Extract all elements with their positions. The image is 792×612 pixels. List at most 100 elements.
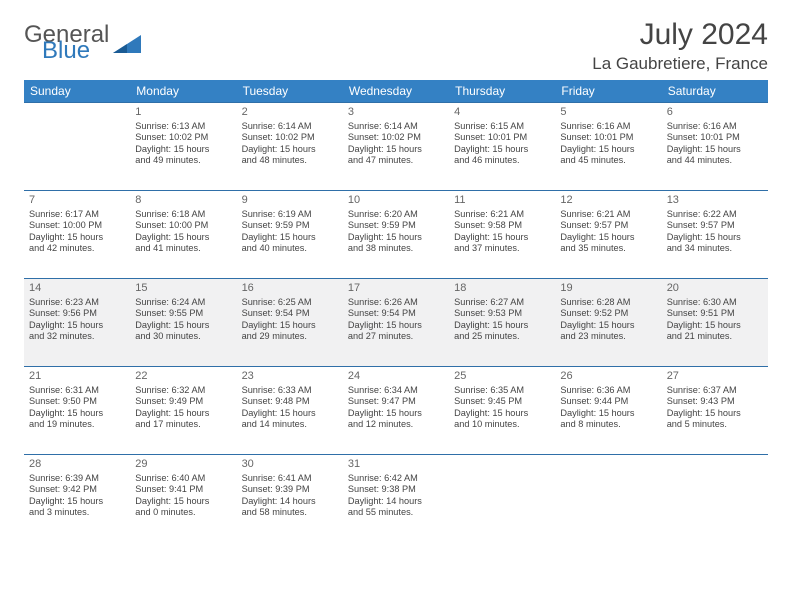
- daylight-text: Daylight: 15 hours: [454, 320, 550, 332]
- daylight-text: and 8 minutes.: [560, 419, 656, 431]
- daylight-text: and 45 minutes.: [560, 155, 656, 167]
- day-number: 13: [667, 194, 763, 208]
- calendar-page: General Blue July 2024 La Gaubretiere, F…: [0, 0, 792, 560]
- day-cell: 23Sunrise: 6:33 AMSunset: 9:48 PMDayligh…: [237, 367, 343, 455]
- day-cell: 21Sunrise: 6:31 AMSunset: 9:50 PMDayligh…: [24, 367, 130, 455]
- sunrise-text: Sunrise: 6:18 AM: [135, 209, 231, 221]
- day-cell: 15Sunrise: 6:24 AMSunset: 9:55 PMDayligh…: [130, 279, 236, 367]
- day-cell: 8Sunrise: 6:18 AMSunset: 10:00 PMDayligh…: [130, 191, 236, 279]
- week-row: 1Sunrise: 6:13 AMSunset: 10:02 PMDayligh…: [24, 103, 768, 191]
- sunset-text: Sunset: 9:47 PM: [348, 396, 444, 408]
- daylight-text: and 44 minutes.: [667, 155, 763, 167]
- day-cell: 5Sunrise: 6:16 AMSunset: 10:01 PMDayligh…: [555, 103, 661, 191]
- day-number: 27: [667, 370, 763, 384]
- daylight-text: and 46 minutes.: [454, 155, 550, 167]
- day-cell: 9Sunrise: 6:19 AMSunset: 9:59 PMDaylight…: [237, 191, 343, 279]
- daylight-text: Daylight: 15 hours: [29, 408, 125, 420]
- day-cell: 31Sunrise: 6:42 AMSunset: 9:38 PMDayligh…: [343, 455, 449, 542]
- sunrise-text: Sunrise: 6:21 AM: [560, 209, 656, 221]
- daylight-text: Daylight: 15 hours: [348, 320, 444, 332]
- weekday-header: Saturday: [662, 80, 768, 103]
- daylight-text: Daylight: 15 hours: [667, 320, 763, 332]
- daylight-text: Daylight: 15 hours: [454, 232, 550, 244]
- sunrise-text: Sunrise: 6:15 AM: [454, 121, 550, 133]
- daylight-text: Daylight: 15 hours: [560, 320, 656, 332]
- daylight-text: Daylight: 15 hours: [560, 144, 656, 156]
- weekday-header: Sunday: [24, 80, 130, 103]
- day-cell: 12Sunrise: 6:21 AMSunset: 9:57 PMDayligh…: [555, 191, 661, 279]
- daylight-text: and 41 minutes.: [135, 243, 231, 255]
- daylight-text: Daylight: 14 hours: [242, 496, 338, 508]
- daylight-text: Daylight: 15 hours: [135, 496, 231, 508]
- daylight-text: Daylight: 15 hours: [667, 232, 763, 244]
- day-number: 26: [560, 370, 656, 384]
- logo: General Blue: [24, 24, 141, 61]
- day-cell: 4Sunrise: 6:15 AMSunset: 10:01 PMDayligh…: [449, 103, 555, 191]
- sunrise-text: Sunrise: 6:35 AM: [454, 385, 550, 397]
- day-number: 30: [242, 458, 338, 472]
- sunrise-text: Sunrise: 6:21 AM: [454, 209, 550, 221]
- daylight-text: Daylight: 15 hours: [29, 232, 125, 244]
- sunset-text: Sunset: 10:00 PM: [29, 220, 125, 232]
- daylight-text: Daylight: 15 hours: [348, 232, 444, 244]
- daylight-text: and 17 minutes.: [135, 419, 231, 431]
- day-cell: 17Sunrise: 6:26 AMSunset: 9:54 PMDayligh…: [343, 279, 449, 367]
- daylight-text: and 5 minutes.: [667, 419, 763, 431]
- day-number: 25: [454, 370, 550, 384]
- location-label: La Gaubretiere, France: [592, 54, 768, 74]
- sunrise-text: Sunrise: 6:16 AM: [560, 121, 656, 133]
- day-cell: [24, 103, 130, 191]
- day-cell: 29Sunrise: 6:40 AMSunset: 9:41 PMDayligh…: [130, 455, 236, 542]
- sunrise-text: Sunrise: 6:39 AM: [29, 473, 125, 485]
- daylight-text: and 12 minutes.: [348, 419, 444, 431]
- daylight-text: Daylight: 15 hours: [135, 408, 231, 420]
- sunset-text: Sunset: 9:43 PM: [667, 396, 763, 408]
- day-number: 4: [454, 106, 550, 120]
- daylight-text: Daylight: 15 hours: [560, 232, 656, 244]
- day-cell: 1Sunrise: 6:13 AMSunset: 10:02 PMDayligh…: [130, 103, 236, 191]
- day-number: 28: [29, 458, 125, 472]
- sunrise-text: Sunrise: 6:25 AM: [242, 297, 338, 309]
- daylight-text: Daylight: 15 hours: [242, 144, 338, 156]
- daylight-text: and 10 minutes.: [454, 419, 550, 431]
- day-cell: 11Sunrise: 6:21 AMSunset: 9:58 PMDayligh…: [449, 191, 555, 279]
- calendar-body: 1Sunrise: 6:13 AMSunset: 10:02 PMDayligh…: [24, 103, 768, 543]
- sunrise-text: Sunrise: 6:14 AM: [242, 121, 338, 133]
- day-cell: 25Sunrise: 6:35 AMSunset: 9:45 PMDayligh…: [449, 367, 555, 455]
- day-cell: 27Sunrise: 6:37 AMSunset: 9:43 PMDayligh…: [662, 367, 768, 455]
- sunrise-text: Sunrise: 6:34 AM: [348, 385, 444, 397]
- sunrise-text: Sunrise: 6:41 AM: [242, 473, 338, 485]
- logo-word-blue: Blue: [42, 40, 109, 62]
- calendar-head: SundayMondayTuesdayWednesdayThursdayFrid…: [24, 80, 768, 103]
- day-cell: 28Sunrise: 6:39 AMSunset: 9:42 PMDayligh…: [24, 455, 130, 542]
- daylight-text: Daylight: 15 hours: [242, 320, 338, 332]
- daylight-text: Daylight: 15 hours: [135, 144, 231, 156]
- day-number: 6: [667, 106, 763, 120]
- day-cell: 14Sunrise: 6:23 AMSunset: 9:56 PMDayligh…: [24, 279, 130, 367]
- day-cell: 13Sunrise: 6:22 AMSunset: 9:57 PMDayligh…: [662, 191, 768, 279]
- daylight-text: Daylight: 15 hours: [135, 232, 231, 244]
- week-row: 21Sunrise: 6:31 AMSunset: 9:50 PMDayligh…: [24, 367, 768, 455]
- sunset-text: Sunset: 10:01 PM: [454, 132, 550, 144]
- sunset-text: Sunset: 9:41 PM: [135, 484, 231, 496]
- sunset-text: Sunset: 9:57 PM: [560, 220, 656, 232]
- sunrise-text: Sunrise: 6:33 AM: [242, 385, 338, 397]
- sunset-text: Sunset: 10:00 PM: [135, 220, 231, 232]
- daylight-text: Daylight: 15 hours: [560, 408, 656, 420]
- sunrise-text: Sunrise: 6:22 AM: [667, 209, 763, 221]
- daylight-text: Daylight: 15 hours: [135, 320, 231, 332]
- day-number: 17: [348, 282, 444, 296]
- sunset-text: Sunset: 9:59 PM: [348, 220, 444, 232]
- sunrise-text: Sunrise: 6:24 AM: [135, 297, 231, 309]
- day-number: 1: [135, 106, 231, 120]
- sunset-text: Sunset: 9:48 PM: [242, 396, 338, 408]
- page-title: July 2024: [592, 18, 768, 52]
- day-cell: 7Sunrise: 6:17 AMSunset: 10:00 PMDayligh…: [24, 191, 130, 279]
- sunset-text: Sunset: 9:49 PM: [135, 396, 231, 408]
- sunset-text: Sunset: 10:02 PM: [242, 132, 338, 144]
- daylight-text: and 32 minutes.: [29, 331, 125, 343]
- day-cell: 26Sunrise: 6:36 AMSunset: 9:44 PMDayligh…: [555, 367, 661, 455]
- daylight-text: and 3 minutes.: [29, 507, 125, 519]
- sunrise-text: Sunrise: 6:28 AM: [560, 297, 656, 309]
- sunset-text: Sunset: 9:59 PM: [242, 220, 338, 232]
